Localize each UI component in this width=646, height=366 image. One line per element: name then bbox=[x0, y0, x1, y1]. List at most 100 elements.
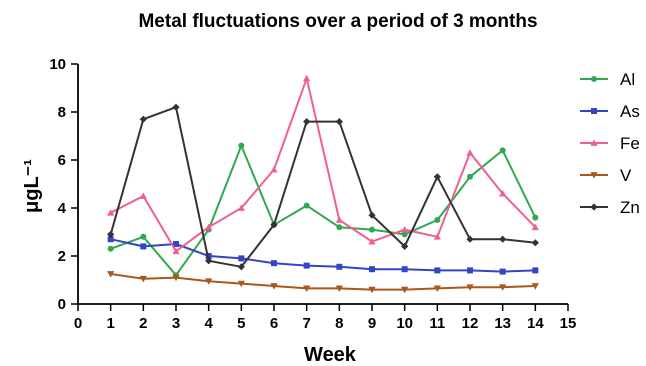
data-point-v bbox=[401, 286, 409, 294]
data-point-zn bbox=[335, 118, 343, 126]
data-point-v bbox=[107, 271, 115, 278]
data-point-al bbox=[434, 217, 441, 223]
data-point-fe bbox=[335, 216, 343, 223]
data-point-fe bbox=[107, 209, 115, 216]
data-point-as bbox=[434, 267, 441, 274]
series-al bbox=[107, 142, 539, 279]
legend-item-v: V bbox=[580, 166, 632, 185]
data-point-al bbox=[140, 233, 147, 240]
data-point-v bbox=[368, 286, 376, 294]
data-point-fe bbox=[237, 204, 245, 211]
data-point-fe bbox=[172, 247, 180, 255]
series-line-v bbox=[110, 273, 536, 291]
data-point-zn bbox=[139, 115, 147, 123]
legend-marker-fe bbox=[590, 139, 598, 146]
data-point-al bbox=[532, 214, 539, 221]
data-point-zn bbox=[237, 263, 245, 271]
x-axis: 0 1 2 3 4 5 6 7 8 9 10 11 12 13 14 15 bbox=[74, 303, 577, 332]
data-point-as bbox=[532, 267, 539, 274]
data-point-as bbox=[173, 241, 179, 247]
data-point-as bbox=[401, 266, 408, 273]
data-point-as bbox=[140, 243, 147, 250]
x-axis-label: Week bbox=[304, 344, 357, 366]
data-point-v bbox=[303, 285, 311, 292]
y-tick-label: 6 bbox=[58, 152, 66, 169]
x-tick-label: 3 bbox=[172, 315, 180, 332]
data-point-v bbox=[139, 275, 147, 283]
series-line-fe bbox=[110, 77, 537, 253]
data-point-as bbox=[499, 268, 506, 275]
data-point-v bbox=[270, 283, 278, 290]
data-point-zn bbox=[270, 221, 278, 229]
data-point-zn bbox=[368, 211, 376, 219]
data-point-al bbox=[401, 231, 408, 238]
x-tick-label: 9 bbox=[368, 315, 376, 332]
data-point-fe bbox=[270, 166, 278, 173]
legend-marker-zn bbox=[590, 203, 598, 211]
legend-label-as: As bbox=[620, 102, 640, 121]
data-point-fe bbox=[303, 74, 311, 82]
x-tick-label: 15 bbox=[560, 315, 577, 332]
data-point-fe bbox=[139, 192, 147, 199]
data-point-fe bbox=[401, 226, 409, 233]
data-point-al bbox=[336, 224, 343, 231]
data-point-al bbox=[303, 202, 310, 209]
data-point-al bbox=[499, 147, 506, 154]
x-tick-label: 10 bbox=[396, 315, 413, 332]
y-tick-label: 4 bbox=[58, 200, 67, 217]
y-axis: 0 2 4 6 8 10 bbox=[49, 56, 79, 313]
data-point-fe bbox=[433, 233, 441, 240]
data-point-as bbox=[107, 236, 114, 243]
y-axis-label: μgL⁻¹ bbox=[21, 159, 43, 213]
legend: Al As Fe V Zn bbox=[580, 70, 640, 217]
x-tick-label: 11 bbox=[429, 315, 445, 332]
x-tick-label: 13 bbox=[494, 315, 511, 332]
data-point-v bbox=[335, 285, 343, 292]
legend-item-fe: Fe bbox=[580, 134, 640, 153]
data-point-as bbox=[238, 255, 245, 262]
data-point-v bbox=[499, 284, 507, 291]
x-tick-label: 7 bbox=[302, 315, 310, 332]
data-point-as bbox=[303, 262, 310, 269]
y-tick-label: 2 bbox=[58, 248, 66, 265]
chart-title: Metal fluctuations over a period of 3 mo… bbox=[138, 11, 537, 32]
x-tick-label: 8 bbox=[335, 315, 343, 332]
data-point-v bbox=[531, 283, 539, 290]
data-point-as bbox=[271, 260, 277, 267]
x-tick-label: 0 bbox=[74, 315, 82, 332]
data-point-zn bbox=[466, 235, 474, 243]
data-point-as bbox=[369, 266, 375, 273]
x-tick-label: 14 bbox=[527, 315, 544, 332]
data-point-v bbox=[237, 280, 245, 288]
legend-label-v: V bbox=[620, 166, 632, 185]
data-point-zn bbox=[172, 103, 180, 111]
data-point-al bbox=[369, 226, 375, 233]
y-tick-label: 10 bbox=[49, 56, 66, 73]
data-point-v bbox=[466, 284, 474, 291]
data-point-v bbox=[205, 278, 213, 285]
legend-label-zn: Zn bbox=[620, 198, 640, 217]
data-point-zn bbox=[433, 173, 441, 181]
data-point-zn bbox=[499, 235, 507, 243]
plot-series bbox=[107, 74, 539, 294]
legend-marker-al bbox=[591, 76, 597, 82]
data-point-al bbox=[107, 245, 114, 252]
x-tick-label: 12 bbox=[462, 315, 479, 332]
series-line-zn bbox=[109, 106, 536, 268]
legend-item-al: Al bbox=[580, 70, 635, 89]
data-point-fe bbox=[466, 149, 474, 156]
x-tick-label: 4 bbox=[204, 315, 213, 332]
data-point-zn bbox=[205, 257, 213, 265]
series-fe bbox=[107, 74, 539, 255]
y-tick-label: 0 bbox=[58, 296, 66, 313]
data-point-v bbox=[172, 274, 180, 282]
x-tick-label: 5 bbox=[237, 315, 245, 332]
x-tick-label: 6 bbox=[270, 315, 278, 332]
data-point-zn bbox=[531, 239, 539, 247]
legend-label-fe: Fe bbox=[620, 134, 640, 153]
data-point-as bbox=[336, 263, 343, 270]
data-point-fe bbox=[531, 223, 539, 231]
legend-item-as: As bbox=[580, 102, 640, 121]
data-point-fe bbox=[368, 238, 376, 245]
